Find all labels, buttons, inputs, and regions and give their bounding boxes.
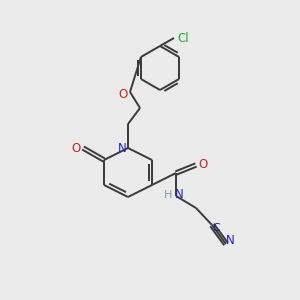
Text: O: O xyxy=(118,88,127,101)
Text: C: C xyxy=(212,223,220,233)
Text: Cl: Cl xyxy=(177,32,189,44)
Text: N: N xyxy=(175,188,183,202)
Text: N: N xyxy=(226,233,234,247)
Text: H: H xyxy=(164,190,172,200)
Text: O: O xyxy=(71,142,81,154)
Text: O: O xyxy=(198,158,208,170)
Text: N: N xyxy=(118,142,126,154)
